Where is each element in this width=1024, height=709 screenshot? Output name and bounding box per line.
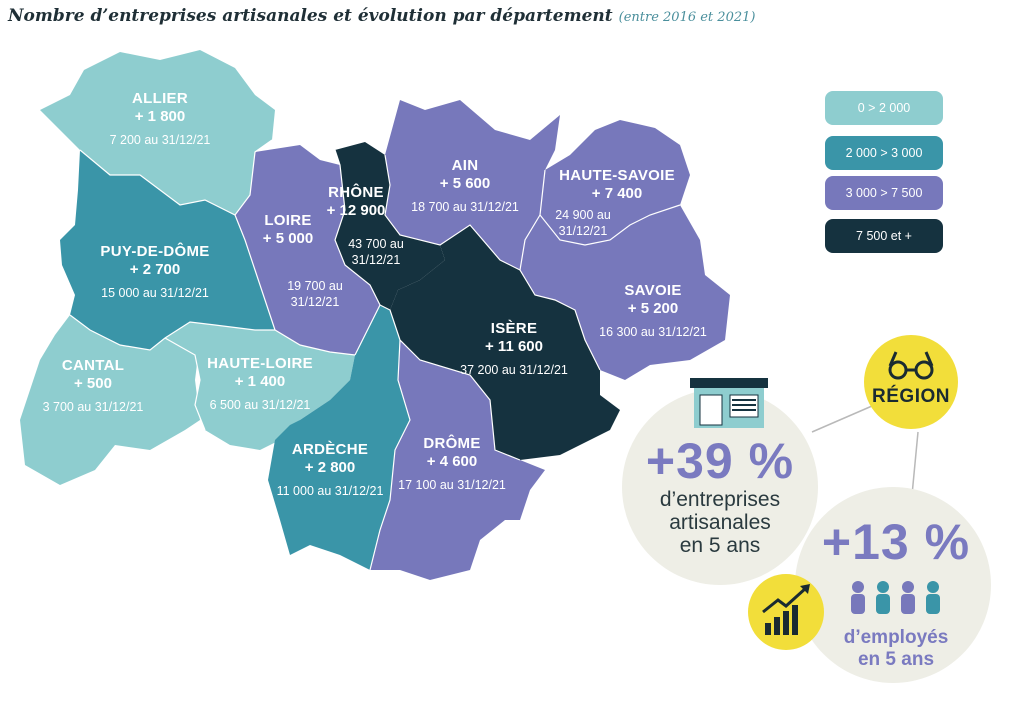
dept-name: CANTAL: [61, 357, 125, 374]
stat-circle-entreprises: [622, 389, 818, 585]
shop-icon: [690, 378, 768, 428]
stat-employes: +13 %: [822, 515, 970, 569]
dept-name: LOIRE: [264, 212, 312, 229]
dept-change: + 12 900: [326, 202, 386, 219]
dept-puy-de-dome-shape: [60, 150, 275, 350]
dept-name: DRÔME: [423, 435, 481, 452]
stat-entreprises: +39 % d’entreprises artisanales en 5 ans: [646, 434, 794, 557]
growth-chart-icon: [762, 584, 810, 635]
dept-label-allier: ALLIER + 1 800 7 200 au 31/12/21: [110, 90, 211, 148]
dept-change: + 2 800: [304, 459, 356, 476]
region-badge: [864, 335, 958, 429]
dept-loire-shape: [235, 145, 380, 355]
dept-change: + 4 600: [426, 453, 478, 470]
stat-circle-employes: [795, 487, 991, 683]
stat-desc-line: en 5 ans: [857, 649, 935, 670]
stat-employes-desc: d’employés en 5 ans: [844, 627, 949, 671]
dept-name: PUY-DE-DÔME: [100, 243, 210, 260]
dept-change: + 500: [74, 375, 112, 392]
dept-total: 37 200 au 31/12/21: [460, 363, 568, 377]
people-icon: [851, 581, 940, 614]
stat-desc-line: d’employés: [843, 627, 949, 648]
dept-change: + 7 400: [591, 185, 643, 202]
dept-drome-shape: [370, 340, 545, 580]
legend-item-class2: 2 000 > 3 000: [825, 136, 943, 170]
dept-name: RHÔNE: [328, 184, 384, 201]
dept-label-haute-savoie: HAUTE-SAVOIE + 7 400: [559, 167, 675, 203]
title-text: Nombre d’entreprises artisanales et évol…: [8, 6, 613, 26]
dept-change: + 1 400: [234, 373, 286, 390]
dept-ain-shape: [385, 100, 560, 270]
region-label: RÉGION: [872, 386, 950, 407]
dept-label-savoie: SAVOIE + 5 200 16 300 au 31/12/21: [599, 282, 707, 340]
dept-label-cantal: CANTAL + 500 3 700 au 31/12/21: [43, 357, 144, 415]
dept-cantal-shape: [20, 315, 200, 485]
title-subtitle: (entre 2016 et 2021): [618, 10, 756, 25]
dept-change: + 1 800: [134, 108, 186, 125]
dept-change: + 2 700: [129, 261, 181, 278]
dept-isere-shape: [390, 225, 620, 460]
dept-name: ALLIER: [132, 90, 188, 107]
dept-savoie-shape: [520, 205, 730, 380]
dept-total: 17 100 au 31/12/21: [398, 478, 506, 492]
dept-total: 18 700 au 31/12/21: [411, 200, 519, 214]
dept-total-haute-savoie: 24 900 au 31/12/21: [555, 208, 611, 238]
dept-allier-shape: [40, 50, 275, 215]
dept-total-loire: 19 700 au 31/12/21: [287, 279, 343, 309]
dept-change: + 11 600: [485, 338, 543, 355]
dept-label-ardeche: ARDÈCHE + 2 800 11 000 au 31/12/21: [277, 441, 384, 499]
dept-label-loire: LOIRE + 5 000: [263, 212, 313, 248]
legend-item-class1: 0 > 2 000: [825, 91, 943, 125]
dept-label-haute-loire: HAUTE-LOIRE + 1 400 6 500 au 31/12/21: [207, 355, 313, 413]
dept-total: 6 500 au 31/12/21: [209, 398, 311, 412]
dept-haute-loire-shape: [165, 322, 355, 450]
dept-label-puy-de-dome: PUY-DE-DÔME + 2 700 15 000 au 31/12/21: [100, 243, 209, 301]
stat-value: +13 %: [821, 514, 971, 570]
dept-change: + 5 600: [439, 175, 491, 192]
dept-total: 15 000 au 31/12/21: [101, 286, 209, 300]
dept-change: + 5 000: [262, 230, 314, 247]
stat-desc-line: artisanales: [669, 511, 771, 534]
dept-total: 11 000 au 31/12/21: [276, 484, 384, 498]
stat-value: +39 %: [645, 433, 795, 489]
dept-change: + 5 200: [627, 300, 679, 317]
dept-name: ARDÈCHE: [291, 441, 369, 458]
dept-total-rhone: 43 700 au 31/12/21: [348, 237, 404, 267]
dept-name: AIN: [451, 157, 479, 174]
dept-rhone-shape: [335, 142, 445, 310]
dept-name: HAUTE-LOIRE: [207, 355, 313, 372]
binoculars-icon: [888, 351, 934, 380]
map-title: Nombre d’entreprises artisanales et évol…: [8, 6, 755, 26]
stat-desc-line: d’entreprises: [659, 488, 781, 511]
dept-ardeche-shape: [268, 305, 410, 570]
legend-item-class3: 3 000 > 7 500: [825, 176, 943, 210]
dept-total: 16 300 au 31/12/21: [599, 325, 707, 339]
dept-name: HAUTE-SAVOIE: [559, 167, 675, 184]
dept-name: ISÈRE: [490, 320, 538, 337]
dept-label-rhone: RHÔNE + 12 900: [327, 184, 386, 220]
dept-total: 7 200 au 31/12/21: [109, 133, 211, 147]
dept-name: SAVOIE: [624, 282, 682, 299]
legend-item-class4: 7 500 et +: [825, 219, 943, 253]
dept-total: 3 700 au 31/12/21: [42, 400, 144, 414]
stat-desc-line: en 5 ans: [679, 534, 761, 557]
dept-label-drome: DRÔME + 4 600 17 100 au 31/12/21: [398, 435, 506, 493]
dept-label-isere: ISÈRE + 11 600 37 200 au 31/12/21: [460, 320, 568, 378]
dept-label-ain: AIN + 5 600 18 700 au 31/12/21: [411, 157, 519, 215]
